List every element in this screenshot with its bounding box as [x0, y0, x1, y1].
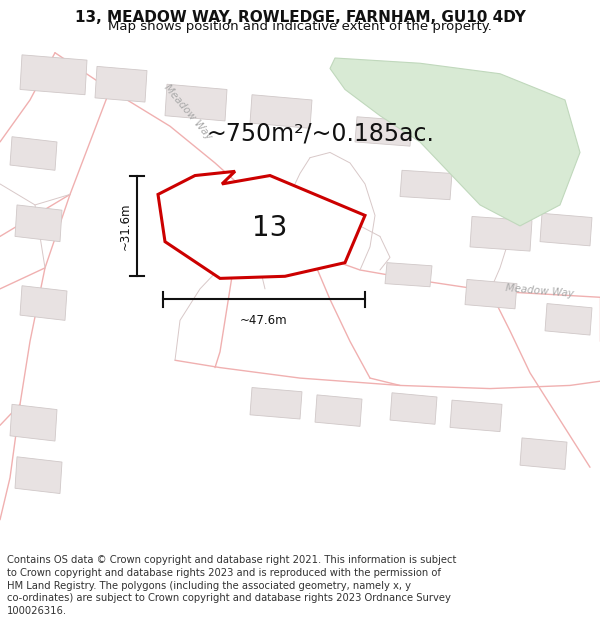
Polygon shape [95, 66, 147, 102]
Polygon shape [250, 95, 312, 128]
Text: ~47.6m: ~47.6m [240, 314, 288, 327]
Polygon shape [195, 233, 242, 265]
Polygon shape [165, 84, 227, 121]
Text: Map shows position and indicative extent of the property.: Map shows position and indicative extent… [108, 20, 492, 33]
Text: HM Land Registry. The polygons (including the associated geometry, namely x, y: HM Land Registry. The polygons (includin… [7, 581, 411, 591]
Polygon shape [390, 392, 437, 424]
Text: ~750m²/~0.185ac.: ~750m²/~0.185ac. [206, 121, 434, 146]
Text: Meadow Way: Meadow Way [162, 83, 214, 142]
Polygon shape [450, 400, 502, 432]
Polygon shape [400, 170, 452, 199]
Polygon shape [385, 262, 432, 287]
Text: 13: 13 [253, 214, 287, 242]
Polygon shape [10, 404, 57, 441]
Polygon shape [158, 171, 365, 278]
Polygon shape [470, 216, 532, 251]
Text: co-ordinates) are subject to Crown copyright and database rights 2023 Ordnance S: co-ordinates) are subject to Crown copyr… [7, 593, 451, 603]
Text: Meadow Way: Meadow Way [505, 283, 574, 299]
Polygon shape [355, 117, 412, 146]
Text: 100026316.: 100026316. [7, 606, 67, 616]
Polygon shape [20, 55, 87, 95]
Polygon shape [20, 286, 67, 321]
Text: ~31.6m: ~31.6m [119, 202, 132, 249]
Polygon shape [250, 388, 302, 419]
Polygon shape [540, 213, 592, 246]
Polygon shape [15, 457, 62, 494]
Polygon shape [315, 395, 362, 426]
Polygon shape [10, 137, 57, 170]
Polygon shape [330, 58, 580, 226]
Text: Contains OS data © Crown copyright and database right 2021. This information is : Contains OS data © Crown copyright and d… [7, 555, 457, 565]
Text: 13, MEADOW WAY, ROWLEDGE, FARNHAM, GU10 4DY: 13, MEADOW WAY, ROWLEDGE, FARNHAM, GU10 … [74, 11, 526, 26]
Polygon shape [465, 279, 517, 309]
Polygon shape [195, 187, 247, 221]
Text: to Crown copyright and database rights 2023 and is reproduced with the permissio: to Crown copyright and database rights 2… [7, 568, 441, 578]
Polygon shape [15, 205, 62, 242]
Polygon shape [520, 438, 567, 469]
Polygon shape [545, 304, 592, 335]
